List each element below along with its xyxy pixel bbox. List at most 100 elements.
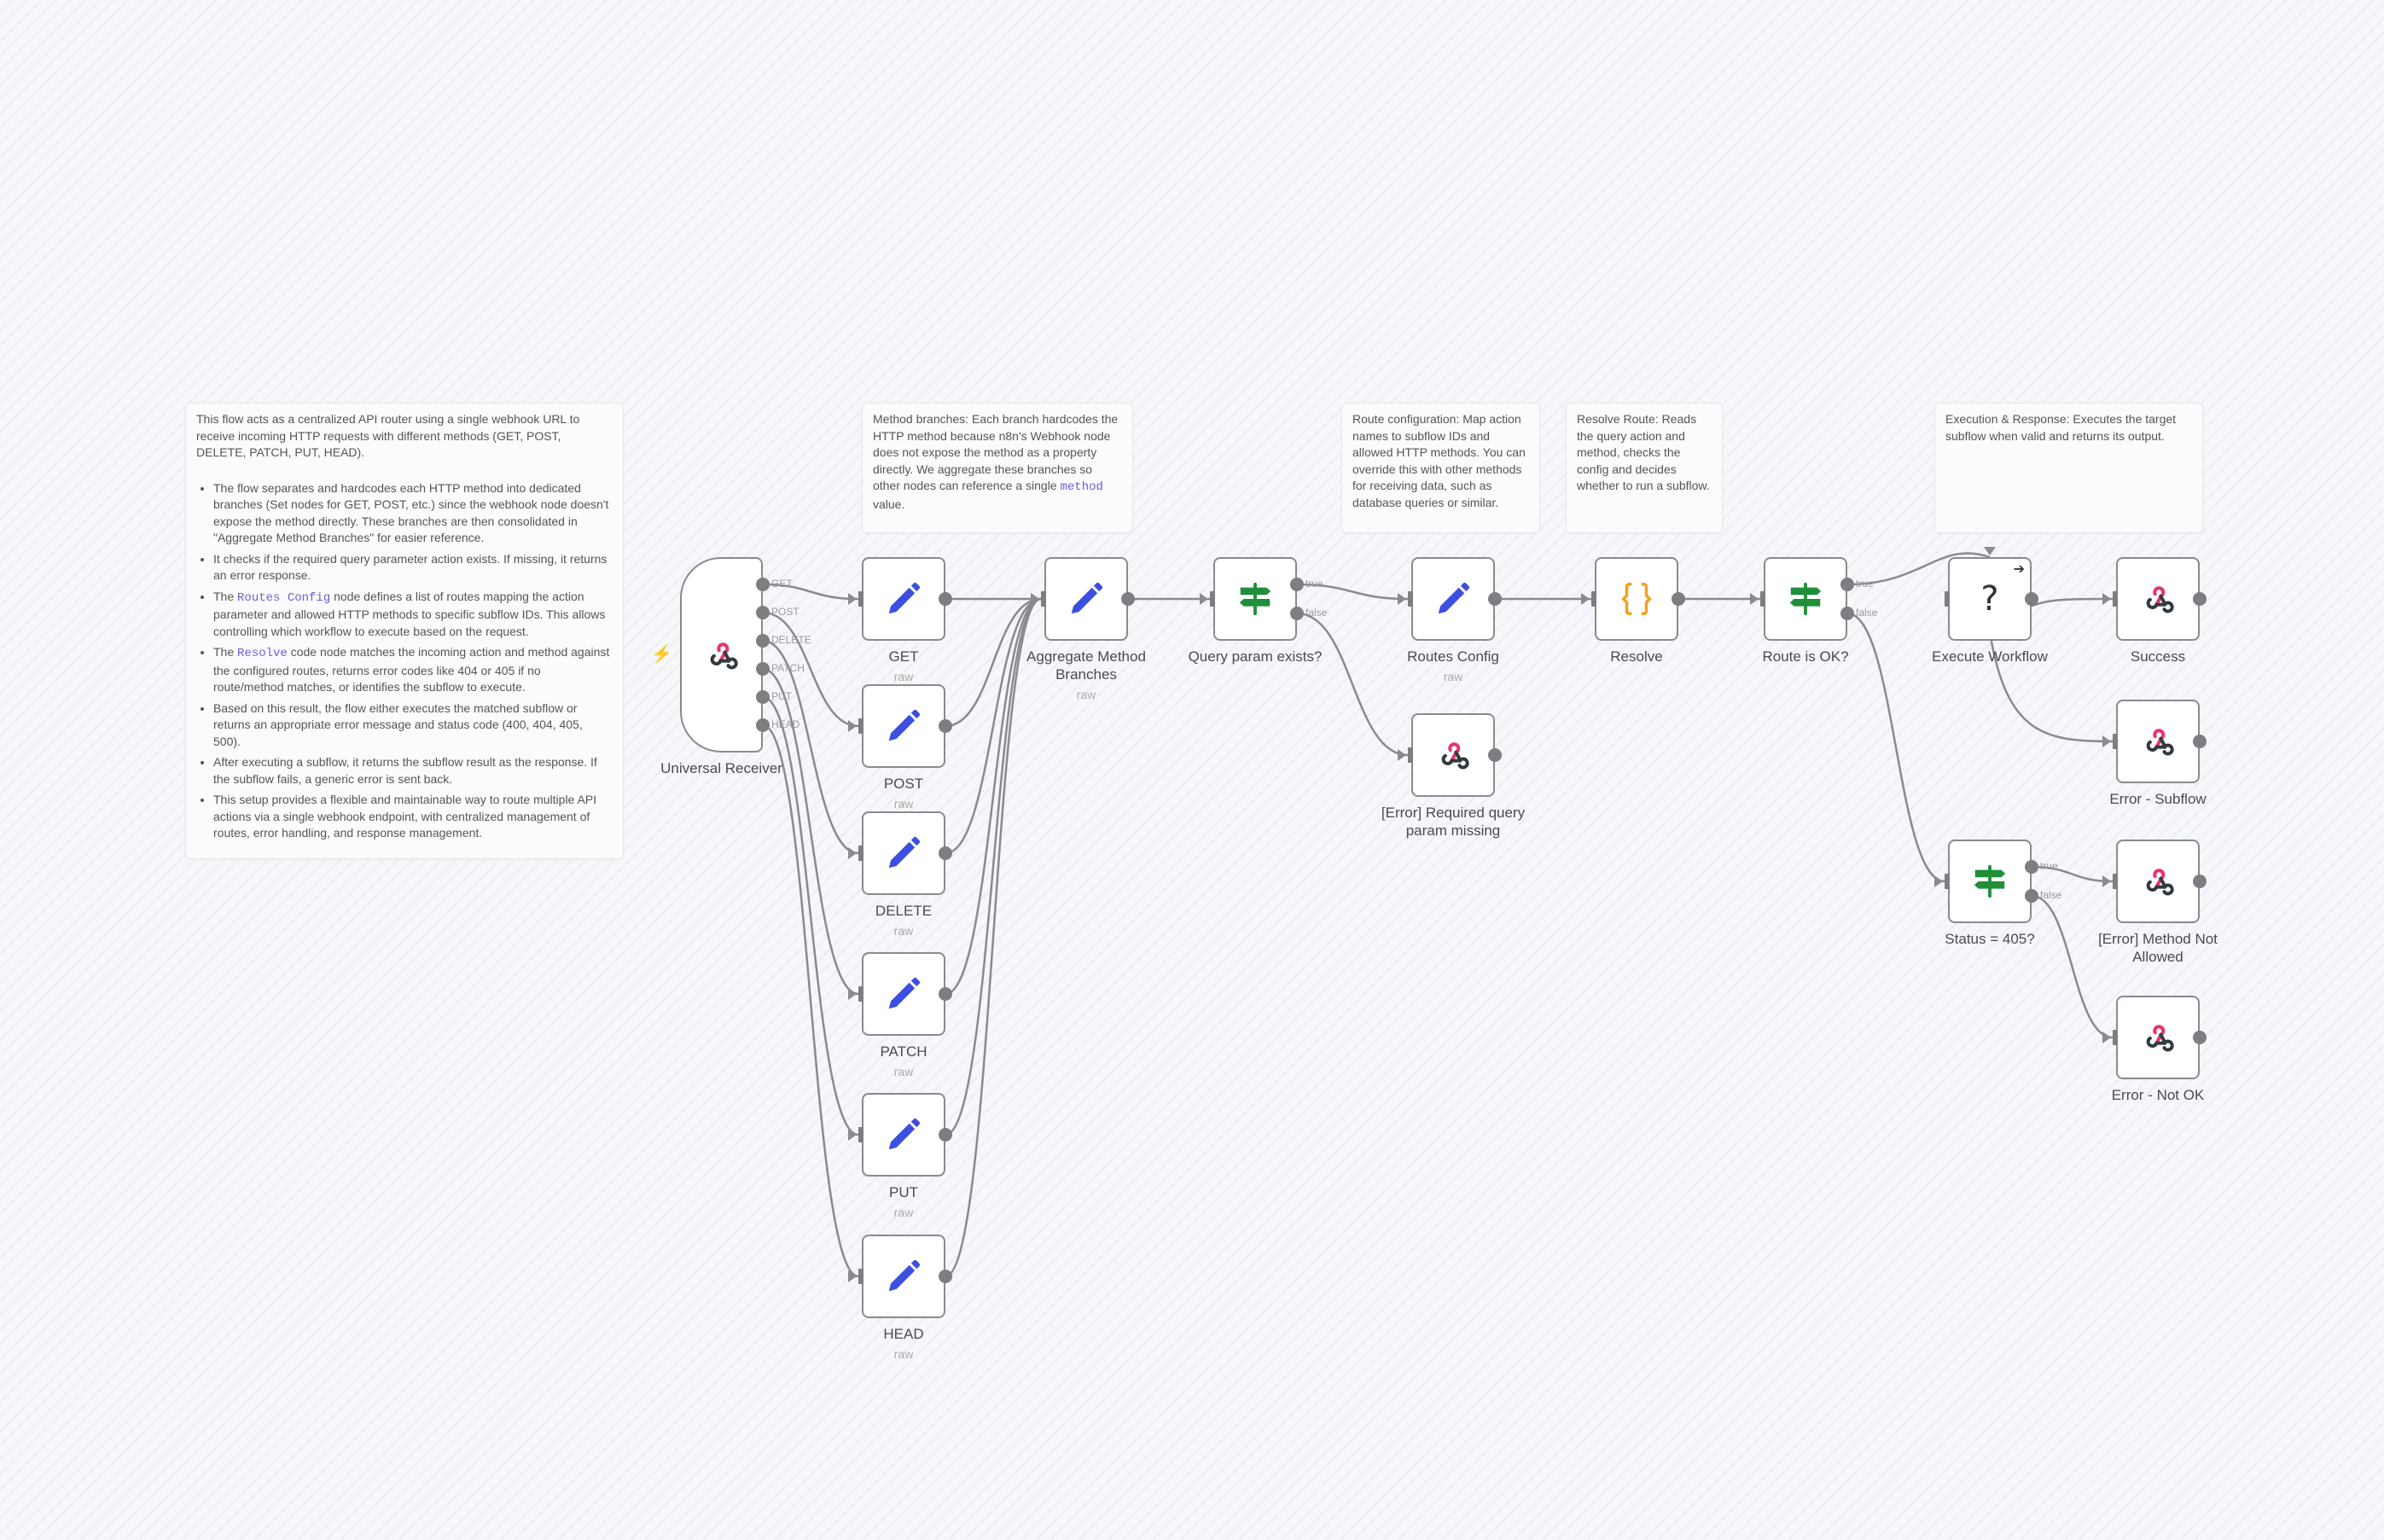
output-port[interactable] — [2193, 735, 2207, 748]
output-port-false[interactable] — [2025, 889, 2038, 903]
node-name: Universal Receiver — [660, 760, 782, 776]
node-routeok[interactable] — [1764, 557, 1847, 641]
node-execute[interactable]: ? ➔ — [1948, 557, 2032, 641]
input-port[interactable] — [1408, 747, 1413, 763]
node-routes[interactable] — [1411, 557, 1495, 641]
output-port-true[interactable] — [1840, 578, 1854, 591]
arrowhead — [1200, 593, 1208, 605]
input-port[interactable] — [2113, 734, 2118, 749]
output-port[interactable] — [1488, 592, 1502, 606]
output-port-patch[interactable] — [756, 662, 770, 676]
output-port[interactable] — [2193, 592, 2207, 606]
output-port[interactable] — [2193, 875, 2207, 888]
output-port-head[interactable] — [756, 718, 770, 732]
node-label: Route is OK? — [1720, 648, 1891, 665]
node-delete[interactable] — [862, 811, 945, 895]
output-port[interactable] — [2193, 1031, 2207, 1044]
arrowhead — [848, 1270, 857, 1282]
node-resolve[interactable] — [1595, 557, 1678, 641]
node-label: Aggregate Method Branches raw — [1001, 648, 1172, 704]
input-port[interactable] — [858, 986, 863, 1002]
connection-status405-notok[interactable] — [2031, 894, 2114, 1039]
arrowhead — [1581, 593, 1590, 605]
node-aggregate[interactable] — [1044, 557, 1128, 641]
input-port[interactable] — [2113, 591, 2118, 607]
node-label: Universal Receiver — [637, 759, 807, 777]
output-port-true[interactable] — [1290, 578, 1304, 591]
output-port-false[interactable] — [1840, 607, 1854, 620]
input-port[interactable] — [1945, 874, 1950, 889]
node-label: POST raw — [818, 775, 989, 813]
input-port[interactable] — [2113, 1030, 2118, 1045]
output-port-post[interactable] — [756, 606, 770, 619]
node-label: Execute Workflow — [1904, 648, 2075, 665]
input-port[interactable] — [1408, 591, 1413, 607]
webhook-icon — [2141, 1020, 2175, 1055]
input-port[interactable] — [858, 1269, 863, 1284]
webhook-icon — [2141, 864, 2175, 898]
sticky-note-method-branches[interactable]: Method branches: Each branch hardcodes t… — [862, 403, 1133, 533]
connection-delete-aggregate[interactable] — [945, 597, 1042, 855]
pencil-icon — [884, 1115, 923, 1154]
sticky-note-execution[interactable]: Execution & Response: Executes the targe… — [1934, 403, 2203, 533]
node-label: Query param exists? — [1170, 648, 1340, 665]
node-success[interactable] — [2116, 557, 2200, 641]
input-port[interactable] — [1760, 591, 1765, 607]
output-port[interactable] — [939, 719, 952, 733]
output-port[interactable] — [1672, 592, 1685, 606]
output-port[interactable] — [939, 592, 952, 606]
arrowhead — [1031, 593, 1039, 605]
note-bullet: It checks if the required query paramete… — [213, 551, 613, 584]
node-subtitle: raw — [893, 1347, 914, 1361]
input-port[interactable] — [2113, 874, 2118, 889]
output-port-delete[interactable] — [756, 634, 770, 648]
sticky-note-route-config[interactable]: Route configuration: Map action names to… — [1341, 403, 1540, 533]
note-bullet: This setup provides a flexible and maint… — [213, 792, 613, 842]
node-get[interactable] — [862, 557, 945, 641]
output-port[interactable] — [2025, 592, 2038, 606]
output-port-put[interactable] — [756, 690, 770, 704]
output-port[interactable] — [1121, 592, 1135, 606]
arrowhead — [1934, 875, 1943, 887]
arrowhead — [1398, 593, 1406, 605]
output-port[interactable] — [1488, 748, 1502, 762]
input-port[interactable] — [858, 718, 863, 734]
input-port[interactable] — [858, 846, 863, 861]
output-label: HEAD — [771, 718, 800, 730]
output-port[interactable] — [939, 1128, 952, 1142]
input-port[interactable] — [1591, 591, 1596, 607]
arrowhead — [848, 847, 857, 859]
node-notok[interactable] — [2116, 996, 2200, 1079]
node-errsub[interactable] — [2116, 700, 2200, 783]
subworkflow-arrow-icon: ➔ — [2013, 562, 2025, 577]
node-head[interactable] — [862, 1235, 945, 1318]
output-port-false[interactable] — [1290, 607, 1304, 620]
output-port-true[interactable] — [2025, 860, 2038, 874]
node-query[interactable] — [1213, 557, 1297, 641]
input-port[interactable] — [1041, 591, 1046, 607]
arrowhead — [2102, 1032, 2111, 1043]
input-port[interactable] — [1945, 591, 1950, 607]
node-errquery[interactable] — [1411, 713, 1495, 797]
output-port[interactable] — [939, 987, 952, 1001]
input-port[interactable] — [858, 1127, 863, 1142]
node-post[interactable] — [862, 684, 945, 768]
node-name: [Error] Method Not Allowed — [2098, 931, 2218, 965]
output-port[interactable] — [939, 1270, 952, 1283]
node-patch[interactable] — [862, 952, 945, 1036]
node-status405[interactable] — [1948, 840, 2032, 923]
input-port[interactable] — [858, 591, 863, 607]
output-port-get[interactable] — [756, 578, 770, 591]
node-label: PATCH raw — [818, 1043, 989, 1081]
sticky-note-resolve-route[interactable]: Resolve Route: Reads the query action an… — [1566, 403, 1723, 533]
arrowhead — [1031, 593, 1039, 605]
node-label: Success — [2073, 648, 2243, 665]
output-port[interactable] — [939, 846, 952, 860]
sticky-note-overview[interactable]: This flow acts as a centralized API rout… — [185, 403, 624, 859]
node-name: Status = 405? — [1945, 931, 2035, 947]
node-put[interactable] — [862, 1093, 945, 1177]
node-methodna[interactable] — [2116, 840, 2200, 923]
input-port[interactable] — [1210, 591, 1215, 607]
node-receiver[interactable] — [680, 557, 763, 753]
node-name: Aggregate Method Branches — [1026, 648, 1146, 683]
